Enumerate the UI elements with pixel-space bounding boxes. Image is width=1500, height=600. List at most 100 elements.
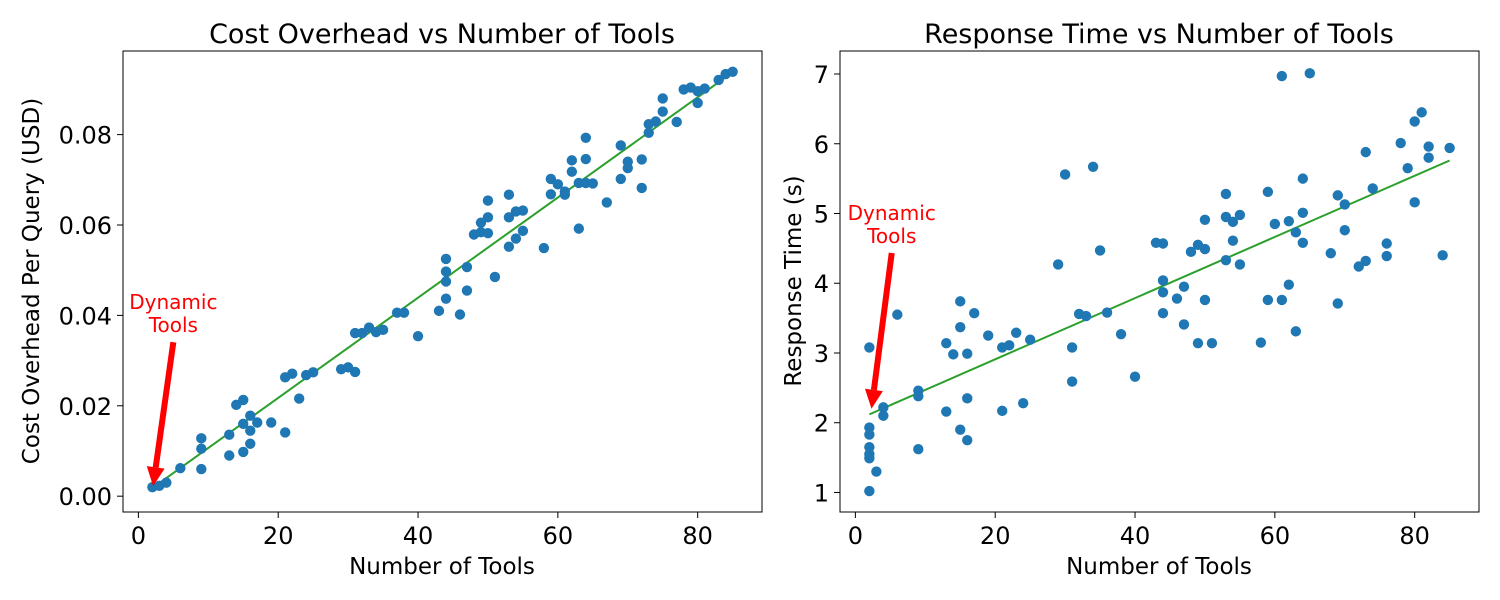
data-point — [864, 441, 875, 453]
data-point — [1339, 199, 1350, 210]
data-point — [657, 106, 668, 117]
y-tick-label: 0.00 — [59, 483, 112, 511]
data-point — [1199, 243, 1211, 255]
data-point — [941, 338, 952, 349]
data-point — [1052, 259, 1064, 270]
data-point — [1157, 287, 1169, 298]
data-point — [615, 140, 626, 151]
data-point — [1024, 334, 1036, 345]
data-point — [559, 189, 571, 200]
data-point — [482, 227, 494, 239]
data-point — [671, 116, 682, 128]
plot-frame — [839, 50, 1480, 513]
data-point — [1290, 326, 1302, 337]
data-point — [1360, 255, 1371, 267]
data-point — [377, 324, 389, 336]
y-tick-label: 0.02 — [59, 393, 112, 421]
data-point — [398, 307, 410, 318]
chart-title: Response Time vs Number of Tools — [924, 19, 1394, 50]
data-point — [1220, 188, 1232, 200]
data-point — [727, 66, 738, 77]
x-axis-label: Number of Tools — [1066, 554, 1252, 580]
data-point — [545, 173, 557, 185]
data-point — [955, 296, 966, 307]
data-point — [962, 393, 973, 404]
data-point — [941, 406, 952, 417]
data-point — [1297, 207, 1309, 219]
trend-line — [868, 159, 1451, 416]
x-axis-label: Number of Tools — [349, 554, 535, 580]
data-point — [1409, 116, 1420, 127]
data-point — [252, 417, 263, 428]
data-point — [1381, 238, 1392, 249]
scatter-points — [864, 68, 1455, 497]
data-point — [948, 349, 959, 360]
data-point — [286, 368, 298, 379]
data-point — [454, 309, 466, 320]
response-time-chart: Response Time vs Number of Tools Number … — [781, 19, 1480, 580]
data-point — [517, 225, 529, 237]
data-point — [1332, 190, 1343, 201]
data-point — [1395, 137, 1406, 149]
annotation-arrow-head — [146, 466, 165, 487]
data-point — [878, 410, 889, 421]
data-point — [1381, 250, 1392, 262]
data-point — [636, 154, 647, 165]
x-tick-label: 40 — [1120, 522, 1151, 550]
x-tick-label: 60 — [1260, 522, 1291, 550]
data-point — [864, 485, 875, 497]
data-point — [1017, 398, 1029, 409]
data-point — [1360, 146, 1371, 158]
data-point — [1178, 319, 1190, 330]
data-point — [440, 276, 452, 287]
data-point — [601, 197, 612, 208]
data-point — [489, 271, 501, 283]
data-point — [224, 450, 235, 461]
data-point — [996, 405, 1008, 417]
x-tick-label: 80 — [1399, 522, 1430, 550]
data-point — [1185, 246, 1197, 258]
data-point — [1066, 342, 1078, 353]
data-point — [1262, 186, 1274, 198]
data-point — [1444, 142, 1455, 154]
scatter-points — [147, 66, 738, 493]
data-point — [1283, 215, 1295, 227]
data-point — [552, 179, 564, 190]
axis-ticks: 0 20 40 60 80 0.00 0.02 0.04 0.06 0.08 — [59, 122, 713, 550]
data-point — [1199, 214, 1211, 225]
data-point — [1227, 216, 1239, 228]
data-point — [1199, 294, 1211, 306]
data-point — [307, 367, 319, 378]
data-point — [1206, 338, 1218, 349]
data-point — [1192, 338, 1204, 349]
axis-ticks: 0 20 40 60 80 1 2 3 4 5 6 7 — [814, 61, 1430, 550]
x-tick-label: 20 — [980, 522, 1011, 550]
data-point — [475, 217, 487, 228]
plot-frame — [122, 50, 763, 513]
data-point — [517, 205, 529, 216]
data-point — [503, 189, 515, 200]
cost-overhead-chart: Cost Overhead vs Number of Tools Number … — [19, 19, 763, 580]
data-point — [636, 182, 647, 194]
dynamic-tools-annotation: Dynamic Tools — [848, 201, 936, 409]
data-point — [1003, 340, 1015, 351]
data-point — [266, 417, 277, 428]
data-point — [196, 433, 207, 444]
y-tick-label: 7 — [814, 61, 829, 89]
data-point — [962, 348, 973, 359]
data-point — [913, 444, 924, 455]
data-point — [482, 212, 494, 223]
data-point — [538, 242, 550, 254]
data-point — [913, 385, 924, 396]
data-point — [587, 178, 599, 189]
annotation-line-1: Dynamic — [129, 290, 217, 314]
data-point — [503, 212, 515, 223]
data-point — [245, 438, 256, 449]
data-point — [1339, 225, 1350, 236]
data-point — [1423, 152, 1434, 163]
chart-title: Cost Overhead vs Number of Tools — [209, 19, 675, 50]
data-point — [545, 189, 557, 200]
data-point — [1087, 161, 1099, 172]
data-point — [580, 132, 592, 143]
